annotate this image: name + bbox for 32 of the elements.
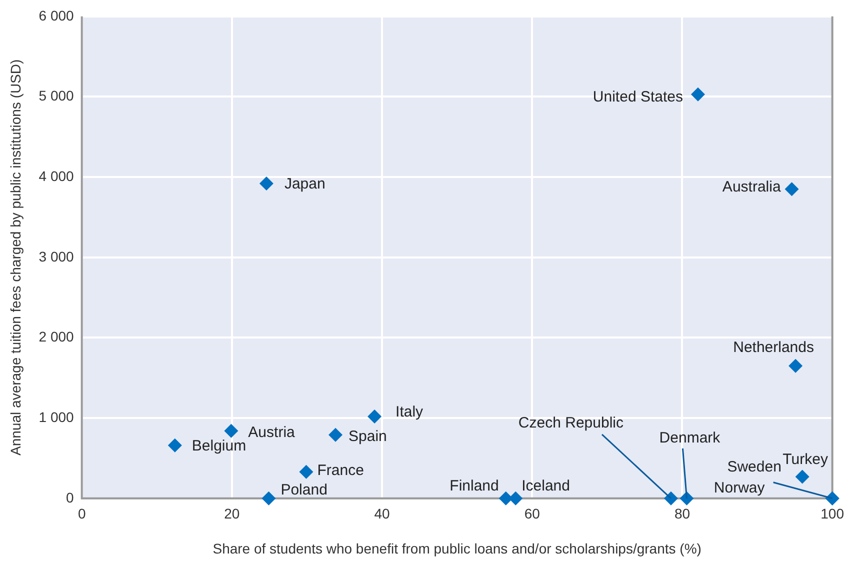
x-axis-title: Share of students who benefit from public loans and/or scholarships/grants (%) <box>212 540 702 556</box>
series-label: Finland <box>450 478 499 495</box>
series-label: Netherlands <box>733 338 814 356</box>
text: Sweden <box>727 458 782 476</box>
series-label: Poland <box>280 482 328 499</box>
y-axis-title: Annual average tuition fees charged by public institutions (USD) <box>7 59 24 456</box>
series-label: France <box>317 462 364 480</box>
x-tick-label: 20 <box>224 506 240 522</box>
text: Denmark <box>659 430 721 447</box>
series-label: Australia <box>722 178 782 196</box>
x-tick-label: 40 <box>374 506 390 522</box>
y-tick-label: 4 000 <box>38 168 74 184</box>
series-label: Belgium <box>192 438 246 455</box>
y-tick-label: 0 <box>66 489 74 506</box>
series-label: Japan <box>284 176 326 193</box>
series-label: Italy <box>396 404 424 421</box>
y-tick-label: 5 000 <box>38 88 74 104</box>
series-label: Austria <box>248 424 296 442</box>
y-tick-label: 1 000 <box>38 408 74 425</box>
series-label: Turkey <box>782 450 828 468</box>
series-label: Iceland <box>522 478 570 495</box>
text: Czech Republic <box>518 414 624 432</box>
x-tick-label: 0 <box>78 506 86 522</box>
y-tick-label: 6 000 <box>38 7 74 24</box>
text: Norway <box>714 480 766 497</box>
series-label: United States <box>592 88 683 106</box>
series-label: Spain <box>348 428 387 446</box>
y-tick-label: 3 000 <box>38 248 74 264</box>
x-tick-label: 60 <box>524 506 540 522</box>
x-tick-label: 80 <box>674 506 690 522</box>
y-tick-label: 2 000 <box>38 328 74 345</box>
x-tick-label: 100 <box>820 506 844 522</box>
